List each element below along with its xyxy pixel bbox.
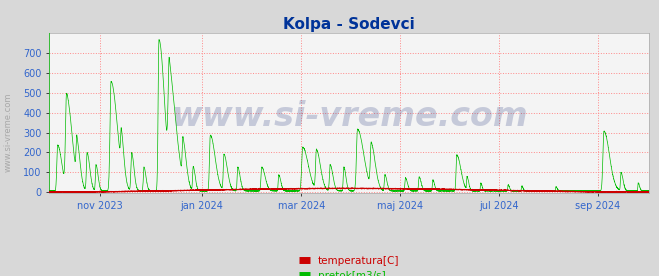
Text: www.si-vreme.com: www.si-vreme.com bbox=[3, 93, 13, 172]
Legend: temperatura[C], pretok[m3/s]: temperatura[C], pretok[m3/s] bbox=[299, 256, 399, 276]
Text: www.si-vreme.com: www.si-vreme.com bbox=[171, 100, 528, 133]
Title: Kolpa - Sodevci: Kolpa - Sodevci bbox=[283, 17, 415, 32]
